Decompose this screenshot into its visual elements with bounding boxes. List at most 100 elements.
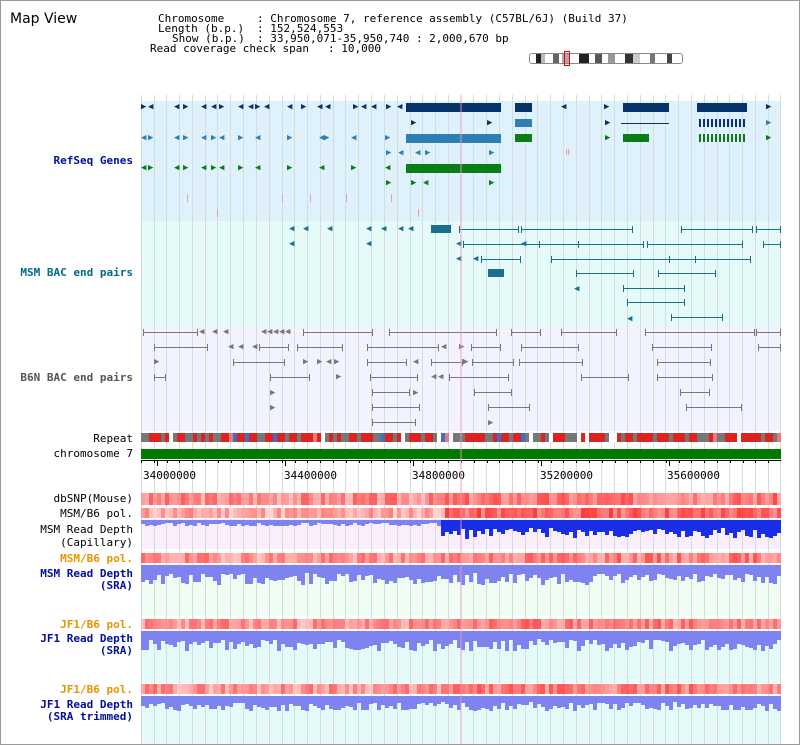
depth-bar bbox=[773, 631, 777, 644]
heat-cell bbox=[237, 684, 241, 694]
heat-cell bbox=[741, 619, 745, 629]
heat-cell bbox=[509, 619, 513, 629]
msm-depth-sra-bars[interactable] bbox=[141, 565, 781, 591]
axis-minor-tick bbox=[294, 460, 296, 463]
heat-cell bbox=[213, 508, 217, 518]
heat-cell bbox=[401, 553, 405, 563]
bac-end-pair bbox=[303, 329, 373, 336]
heat-cell bbox=[249, 553, 253, 563]
heat-cell bbox=[701, 619, 705, 629]
heat-cell bbox=[573, 684, 577, 694]
depth-bar bbox=[449, 631, 453, 644]
jf1-depth-trim-bars[interactable] bbox=[141, 696, 781, 718]
chromosome-ideogram[interactable] bbox=[529, 53, 683, 64]
depth-bar bbox=[565, 520, 569, 535]
strand-arrow: ◀ bbox=[219, 163, 225, 173]
depth-bar bbox=[297, 631, 301, 643]
heat-cell bbox=[393, 619, 397, 629]
heat-cell bbox=[157, 508, 161, 518]
heat-cell bbox=[729, 684, 733, 694]
heat-cell bbox=[401, 493, 405, 505]
repeat-track[interactable] bbox=[141, 433, 781, 442]
depth-bar bbox=[309, 520, 313, 526]
heat-cell bbox=[553, 553, 557, 563]
heat-cell bbox=[269, 493, 273, 505]
heat-cell bbox=[301, 619, 305, 629]
heat-cell bbox=[413, 508, 417, 518]
depth-bar bbox=[181, 696, 185, 705]
axis-minor-tick bbox=[435, 460, 437, 463]
depth-bar bbox=[341, 696, 345, 708]
depth-bar bbox=[681, 520, 685, 531]
depth-bar bbox=[297, 565, 301, 581]
track-label-msm-bac[interactable]: MSM BAC end pairs bbox=[20, 266, 133, 279]
depth-bar bbox=[437, 520, 441, 526]
depth-bar bbox=[409, 631, 413, 650]
depth-bar bbox=[461, 696, 465, 703]
heat-cell bbox=[681, 508, 685, 518]
heat-cell bbox=[553, 684, 557, 694]
axis-minor-tick bbox=[217, 460, 219, 463]
depth-bar bbox=[225, 696, 229, 706]
depth-bar bbox=[541, 631, 545, 642]
depth-bar bbox=[273, 520, 277, 526]
heat-cell bbox=[217, 684, 221, 694]
bac-end-pair bbox=[259, 344, 289, 351]
depth-bar bbox=[673, 696, 677, 702]
repeat-segment bbox=[589, 433, 593, 442]
depth-bar bbox=[217, 631, 221, 643]
chromosome-bar[interactable] bbox=[141, 449, 781, 459]
exon bbox=[735, 134, 737, 142]
depth-bar bbox=[681, 696, 685, 704]
heat-cell bbox=[397, 493, 401, 505]
repeat-segment bbox=[557, 433, 561, 442]
heat-cell bbox=[289, 684, 293, 694]
repeat-segment bbox=[733, 433, 737, 442]
heat-cell bbox=[617, 619, 621, 629]
jf1-b6-pol-heatmap-2[interactable] bbox=[141, 684, 781, 694]
heat-cell bbox=[465, 493, 469, 505]
depth-bar bbox=[289, 520, 293, 525]
depth-bar bbox=[437, 565, 441, 576]
heat-cell bbox=[713, 553, 717, 563]
msm-depth-capillary-bars[interactable] bbox=[141, 520, 781, 544]
jf1-depth-sra-bars[interactable] bbox=[141, 631, 781, 657]
heat-cell bbox=[625, 493, 629, 505]
depth-bar bbox=[361, 696, 365, 710]
heat-cell bbox=[425, 508, 429, 518]
heat-cell bbox=[141, 508, 145, 518]
depth-bar bbox=[165, 631, 169, 644]
depth-bar bbox=[505, 565, 509, 582]
heat-cell bbox=[633, 553, 637, 563]
track-label-refseq[interactable]: RefSeq Genes bbox=[53, 154, 133, 167]
depth-bar bbox=[205, 565, 209, 577]
heat-cell bbox=[621, 508, 625, 518]
dbsnp-heatmap[interactable] bbox=[141, 493, 781, 505]
depth-bar bbox=[593, 631, 597, 640]
depth-bar bbox=[621, 696, 625, 708]
heat-cell bbox=[561, 508, 565, 518]
heat-cell bbox=[305, 619, 309, 629]
heat-cell bbox=[421, 493, 425, 505]
heat-cell bbox=[205, 553, 209, 563]
heat-cell bbox=[237, 493, 241, 505]
repeat-segment bbox=[525, 433, 529, 442]
track-label-b6n-bac[interactable]: B6N BAC end pairs bbox=[20, 371, 133, 384]
heat-cell bbox=[285, 619, 289, 629]
msm-b6-pol-heatmap[interactable] bbox=[141, 508, 781, 518]
depth-bar bbox=[617, 631, 621, 648]
heat-cell bbox=[669, 508, 673, 518]
heat-cell bbox=[177, 619, 181, 629]
msm-b6-pol-heatmap-2[interactable] bbox=[141, 553, 781, 563]
heat-cell bbox=[337, 553, 341, 563]
repeat-segment bbox=[297, 433, 301, 442]
heat-cell bbox=[513, 493, 517, 505]
jf1-b6-pol-heatmap[interactable] bbox=[141, 619, 781, 629]
heat-cell bbox=[293, 619, 297, 629]
heat-cell bbox=[625, 553, 629, 563]
strand-arrow: ◀ bbox=[261, 327, 267, 337]
heat-cell bbox=[389, 553, 393, 563]
strand-arrow: ▶ bbox=[287, 163, 293, 173]
depth-bar bbox=[669, 631, 673, 651]
heat-cell bbox=[441, 684, 445, 694]
